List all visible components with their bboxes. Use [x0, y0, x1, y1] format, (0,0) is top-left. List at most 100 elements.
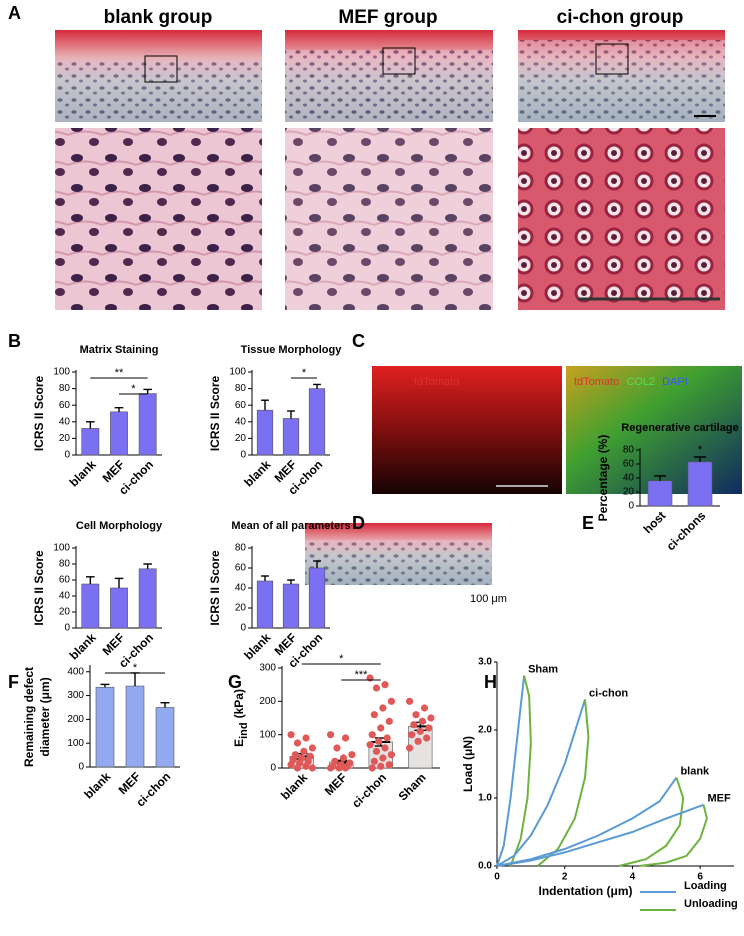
y-tick-label: 40 — [59, 416, 71, 427]
curve — [496, 803, 704, 867]
y-tick-label: 80 — [59, 383, 71, 394]
y-tick-label: 60 — [235, 563, 247, 574]
data-point — [420, 704, 429, 712]
group-title: MEF group — [338, 7, 437, 28]
group-title: ci-chon group — [557, 7, 684, 28]
curve-label: blank — [680, 766, 710, 778]
data-point — [416, 727, 424, 735]
scale-label: 100 μm — [470, 593, 507, 605]
data-point — [366, 741, 374, 749]
curve-label: Sham — [528, 664, 558, 676]
y-tick-label: 200 — [259, 696, 276, 707]
curve-label: ci-chon — [589, 687, 628, 699]
group-title: blank group — [104, 7, 213, 28]
data-point — [366, 674, 374, 682]
data-point — [370, 757, 378, 765]
curve — [496, 699, 586, 867]
bar — [256, 409, 274, 456]
panel-label: C — [352, 331, 365, 351]
y-axis-label: ICRS II Score — [208, 375, 222, 451]
y-tick-label: 40 — [59, 591, 71, 602]
image — [305, 540, 492, 585]
x-tick-label: blank — [67, 457, 99, 489]
y-tick-label: 60 — [235, 400, 247, 411]
data-point — [287, 761, 295, 769]
bar — [138, 568, 157, 629]
image — [518, 40, 725, 122]
y-tick-label: 0 — [270, 763, 276, 774]
x-tick-label: 2 — [562, 872, 568, 883]
y-tick-label: 20 — [59, 607, 71, 618]
data-point — [348, 751, 356, 759]
data-point — [326, 764, 335, 772]
y-tick-label: 100 — [53, 367, 70, 378]
chart-title: Regenerative cartilage — [621, 422, 738, 434]
x-tick-label: blank — [241, 630, 273, 662]
y-tick-label: 400 — [67, 666, 84, 677]
curve — [496, 777, 678, 867]
y-tick-label: 100 — [229, 367, 246, 378]
significance-label: * — [133, 662, 138, 674]
x-tick-label: 4 — [630, 872, 636, 883]
roi-box — [595, 43, 629, 75]
data-point — [372, 747, 381, 755]
bar — [256, 580, 274, 629]
y-axis-label: ICRS II Score — [32, 375, 46, 451]
data-point — [368, 731, 376, 739]
panel-label: F — [8, 672, 19, 692]
x-tick-label: blank — [81, 769, 113, 801]
data-point — [410, 721, 418, 729]
chart-title: Cell Morphology — [76, 520, 163, 532]
stain-label: tdTomato — [574, 376, 619, 388]
bar — [110, 411, 128, 456]
y-tick-label: 60 — [623, 459, 635, 470]
data-point — [341, 734, 350, 742]
data-point — [368, 764, 376, 772]
y-tick-label: 80 — [623, 445, 635, 456]
y-tick-label: 200 — [67, 714, 84, 725]
bar — [138, 393, 157, 456]
data-point — [381, 744, 389, 752]
y-axis-label: diameter (μm) — [38, 677, 52, 756]
stain-label: tdTomato — [414, 376, 459, 388]
bar — [282, 583, 300, 629]
bar — [687, 461, 713, 507]
data-point — [387, 751, 396, 759]
y-tick-label: 2.0 — [478, 725, 492, 736]
bar — [110, 587, 128, 629]
significance-label: * — [302, 367, 307, 379]
data-point — [408, 731, 416, 739]
roi-box — [144, 55, 178, 83]
chart-title: Matrix Staining — [80, 344, 159, 356]
histology-images — [55, 30, 742, 585]
bar — [95, 686, 115, 768]
data-point — [372, 684, 381, 692]
roi-box — [382, 47, 416, 75]
y-axis-label: ind — [238, 722, 250, 739]
x-tick-label: blank — [241, 457, 273, 489]
x-tick-label: MEF — [322, 770, 350, 798]
x-tick-label: ci-chons — [664, 508, 709, 553]
y-axis-label: Remaining defect — [22, 667, 36, 767]
x-tick-label: ci-chon — [349, 770, 389, 810]
data-point — [412, 711, 420, 719]
panel-label: G — [228, 672, 242, 692]
y-axis-label: Percentage (%) — [596, 435, 610, 522]
y-tick-label: 0 — [628, 501, 634, 512]
bar — [81, 583, 100, 629]
stain-label: tdTomato COL2 DAPI — [574, 376, 688, 388]
data-point — [333, 744, 341, 752]
y-tick-label: 300 — [259, 663, 276, 674]
significance-label: ** — [115, 367, 124, 379]
data-point — [377, 724, 385, 732]
bar — [282, 418, 300, 456]
bar — [81, 428, 100, 456]
x-tick-label: 0 — [494, 872, 500, 883]
y-tick-label: 20 — [235, 603, 247, 614]
data-point — [308, 744, 317, 752]
data-point — [423, 734, 431, 742]
y-tick-label: 40 — [623, 473, 635, 484]
panel-label: D — [352, 513, 365, 533]
data-point — [385, 761, 393, 769]
y-tick-label: 60 — [59, 575, 71, 586]
